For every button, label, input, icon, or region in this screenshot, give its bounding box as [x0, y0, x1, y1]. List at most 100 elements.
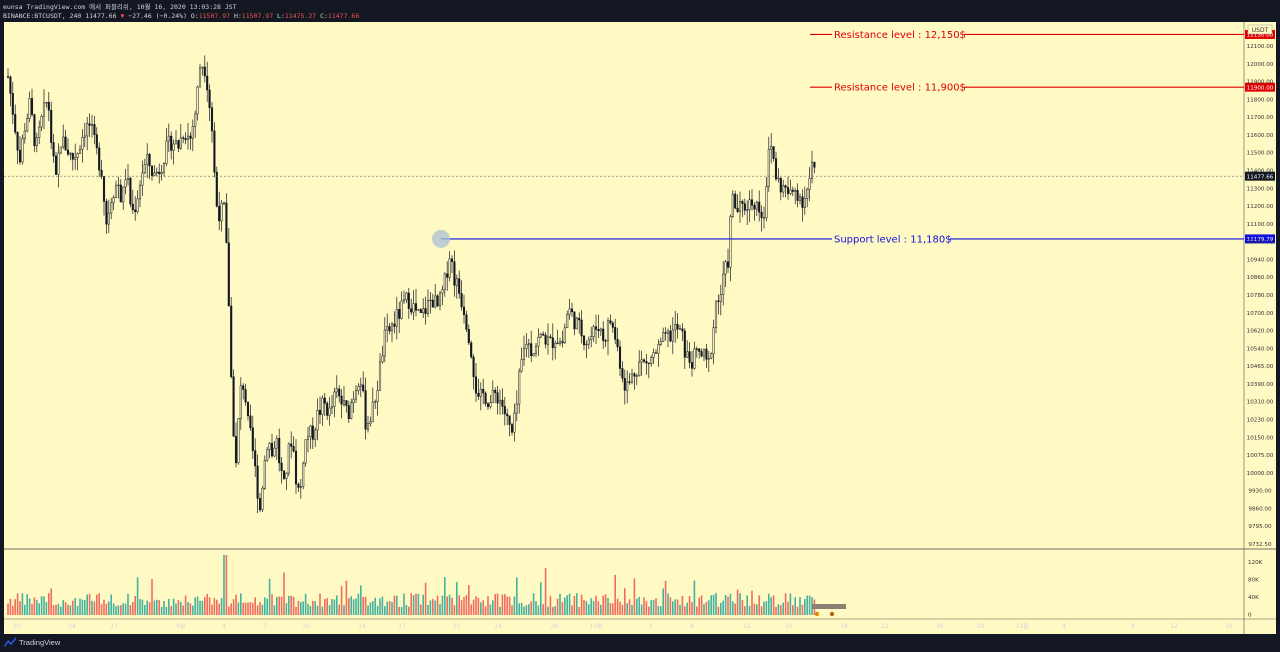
candle-body [88, 123, 91, 126]
time-tick-label: 5 [649, 624, 653, 630]
candle-body [479, 388, 482, 397]
candle-body [633, 373, 636, 377]
volume-bar [576, 593, 578, 615]
time-tick-label: 20 [13, 624, 21, 630]
volume-bar [643, 597, 645, 615]
candle-body [376, 390, 379, 402]
candle-body [239, 385, 242, 419]
volume-bar [619, 601, 621, 615]
volume-bar [403, 593, 405, 615]
candle-body [537, 336, 540, 347]
volume-axis[interactable]: 120K 80K 40K 0 [1248, 560, 1263, 619]
price-tick-label: 10860.00 [1247, 275, 1274, 281]
candle-body [611, 322, 614, 328]
volume-bar [612, 603, 614, 615]
volume-bar [220, 598, 223, 615]
time-tick-label: 16 [1225, 624, 1233, 630]
volume-bar [355, 598, 357, 615]
volume-bar [758, 595, 760, 615]
volume-bar [117, 605, 120, 615]
volume-bar [122, 603, 124, 615]
price-chart[interactable]: Resistance level : 12,150$ 12150.00 Resist… [0, 22, 1280, 634]
price-tick-label: 10075.00 [1247, 453, 1274, 459]
volume-bar [374, 597, 376, 615]
volume-bar [717, 606, 720, 615]
open-value: 11507.97 [198, 12, 231, 20]
volume-bar [292, 596, 295, 615]
level-annotations: Resistance level : 12,150$ 12150.00 Resist… [441, 27, 1275, 245]
candle-body [515, 403, 518, 414]
volume-bar [772, 595, 775, 615]
volume-bar [657, 606, 660, 615]
price-tick-label: 11200.00 [1247, 204, 1274, 210]
volume-bar [357, 593, 360, 615]
publish-info: eunsa TradingView.com 에서 퍼블리쉬, 10월 16, 2… [3, 3, 237, 11]
price-tick-label: 11020.00 [1247, 240, 1274, 246]
level-label: Resistance level : 11,900$ [834, 83, 966, 94]
candle-body [141, 172, 144, 186]
time-tick-label: 17 [398, 624, 406, 630]
price-tick-label: 10150.00 [1247, 435, 1274, 441]
volume-bar [79, 598, 81, 615]
time-tick-label: 4 [1062, 624, 1066, 630]
last-price-tag [1245, 171, 1275, 181]
volume-bar [547, 606, 549, 615]
volume-bar [679, 604, 681, 615]
volume-bar [120, 605, 122, 615]
time-tick-label: 4 [222, 624, 226, 630]
price-axis[interactable]: 12100.00 12000.00 11900.00 11800.00 11700.00… [1247, 44, 1274, 548]
volume-bar [535, 601, 537, 615]
time-axis[interactable]: 20 24 27 9월 4 7 10 14 17 21 24 28 10월 5 8 12 15 19 22 26 29 1… [13, 622, 1233, 630]
candle-body [455, 278, 458, 286]
candle-body [57, 152, 60, 175]
volume-bar [748, 605, 751, 615]
volume-bar [343, 605, 345, 615]
tradingview-logo[interactable]: TradingView [4, 637, 60, 647]
candle-body [542, 333, 545, 336]
volume-pane [7, 555, 816, 615]
volume-bar [213, 598, 216, 615]
volume-bar [319, 593, 321, 615]
candle-body [328, 407, 331, 416]
candle-body [496, 392, 499, 404]
candle-body [30, 98, 34, 115]
candle-body [393, 323, 396, 327]
candle-body [506, 413, 509, 417]
volume-bar [88, 594, 91, 615]
high-label: H: [233, 12, 242, 20]
volume-bar [458, 595, 460, 615]
volume-bar [520, 602, 523, 615]
candle-body [40, 116, 43, 128]
candle-body [417, 309, 420, 311]
volume-bar [400, 606, 403, 615]
candle-body [338, 388, 341, 397]
candle-body [314, 429, 317, 440]
volume-bar [285, 603, 288, 615]
candle-body [448, 258, 451, 278]
candle-body [568, 308, 571, 315]
candle-body [510, 424, 514, 433]
volume-bar [578, 606, 580, 615]
volume-bar [144, 605, 146, 615]
candle-body [729, 216, 732, 268]
candle-body [290, 443, 293, 447]
volume-bar [782, 602, 784, 615]
volume-bar [451, 597, 453, 615]
candle-body [623, 377, 626, 391]
volume-bar [33, 597, 36, 615]
candle-body [54, 155, 58, 175]
volume-bar [297, 600, 300, 615]
volume-bar [549, 596, 552, 615]
candle-body [273, 447, 276, 457]
candle-body [184, 138, 187, 140]
volume-bar [799, 597, 801, 615]
candle-body [508, 415, 511, 425]
volume-bar [518, 603, 520, 615]
volume-bar [129, 605, 132, 615]
candle-body [726, 261, 730, 268]
price-tick-label: 9795.00 [1248, 524, 1272, 530]
volume-bar [350, 596, 352, 615]
volume-bar [362, 597, 364, 615]
candle-body [566, 314, 569, 329]
volume-bar [688, 596, 691, 615]
